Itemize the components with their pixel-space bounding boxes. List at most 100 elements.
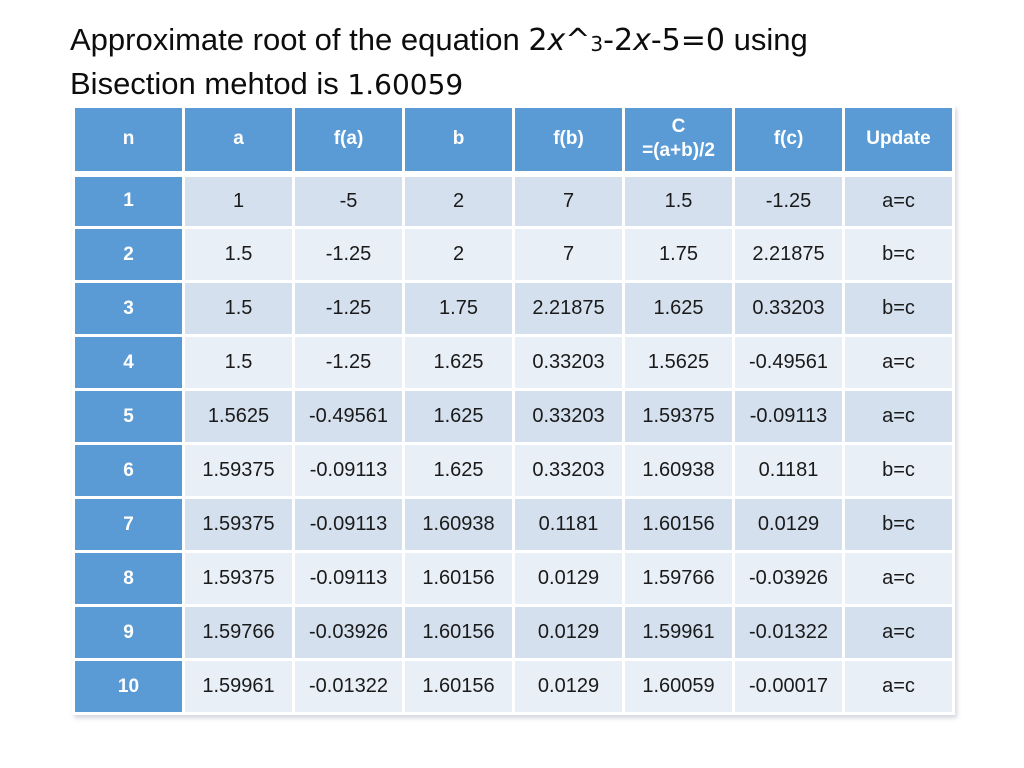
table-cell: 0.33203 — [512, 334, 625, 391]
table-cell: b=c — [842, 226, 955, 283]
table-cell: 1.59375 — [182, 496, 295, 553]
title-text-after-equation: using — [724, 22, 808, 57]
table-cell: 2 — [402, 172, 515, 229]
table-cell: 1.60156 — [622, 496, 735, 553]
table-cell: -1.25 — [292, 334, 405, 391]
row-index-cell: 3 — [72, 280, 185, 337]
table-cell: 0.0129 — [512, 604, 625, 661]
table-cell: 1.59375 — [182, 442, 295, 499]
table-cell: -1.25 — [292, 280, 405, 337]
table-cell: -0.03926 — [292, 604, 405, 661]
column-header-fa: f(a) — [292, 105, 405, 177]
table-cell: 1.60059 — [622, 658, 735, 715]
table-cell: -0.03926 — [732, 550, 845, 607]
table-cell: 1.75 — [622, 226, 735, 283]
table-cell: -0.09113 — [292, 442, 405, 499]
table-cell: 7 — [512, 172, 625, 229]
column-header-update: Update — [842, 105, 955, 177]
table-row: 2 1.5 -1.25 2 7 1.75 2.21875 b=c — [72, 226, 955, 283]
table-cell: a=c — [842, 658, 955, 715]
table-cell: -0.00017 — [732, 658, 845, 715]
table-cell: b=c — [842, 280, 955, 337]
table-cell: 1.59961 — [622, 604, 735, 661]
column-header-fc: f(c) — [732, 105, 845, 177]
table-cell: 1.5 — [182, 334, 295, 391]
bisection-iterations-table: n a f(a) b f(b) C =(a+b)/2 f(c) Update 1… — [72, 105, 955, 715]
equation-tail: -5=0 — [650, 23, 725, 58]
table-cell: 1.5625 — [182, 388, 295, 445]
table-row: 5 1.5625 -0.49561 1.625 0.33203 1.59375 -0.091… — [72, 388, 955, 445]
table-cell: 1.59375 — [622, 388, 735, 445]
table-row: 8 1.59375 -0.09113 1.60156 0.0129 1.59766 -0.0… — [72, 550, 955, 607]
table-cell: 1.59766 — [622, 550, 735, 607]
table-cell: 1.625 — [402, 334, 515, 391]
table-cell: 1.5 — [622, 172, 735, 229]
table-cell: 0.33203 — [732, 280, 845, 337]
row-index-cell: 5 — [72, 388, 185, 445]
table-header-row: n a f(a) b f(b) C =(a+b)/2 f(c) Update — [72, 105, 955, 177]
table-cell: 1.5625 — [622, 334, 735, 391]
table-row: 4 1.5 -1.25 1.625 0.33203 1.5625 -0.49561 a=c — [72, 334, 955, 391]
title-line2-prefix: Bisection mehtod is — [70, 66, 348, 101]
table-cell: -1.25 — [292, 226, 405, 283]
row-index-cell: 7 — [72, 496, 185, 553]
table-cell: 0.33203 — [512, 388, 625, 445]
table-cell: -0.01322 — [292, 658, 405, 715]
table-row: 6 1.59375 -0.09113 1.625 0.33203 1.60938 0.118… — [72, 442, 955, 499]
table-cell: 1.59961 — [182, 658, 295, 715]
table-row: 7 1.59375 -0.09113 1.60938 0.1181 1.60156 0.01… — [72, 496, 955, 553]
equation-caret: ^ — [565, 23, 591, 58]
equation-middle-term: -2 — [603, 23, 634, 58]
table-cell: 1.5 — [182, 226, 295, 283]
table-row: 10 1.59961 -0.01322 1.60156 0.0129 1.60059 -0.… — [72, 658, 955, 715]
row-index-cell: 8 — [72, 550, 185, 607]
column-header-n: n — [72, 105, 185, 177]
table-cell: 1.59375 — [182, 550, 295, 607]
table-cell: 1.5 — [182, 280, 295, 337]
row-index-cell: 1 — [72, 172, 185, 229]
table-cell: -0.09113 — [292, 550, 405, 607]
table-cell: 0.33203 — [512, 442, 625, 499]
column-header-a: a — [182, 105, 295, 177]
table-row: 1 1 -5 2 7 1.5 -1.25 a=c — [72, 172, 955, 229]
equation-variable-1: x — [547, 23, 566, 58]
table-cell: -0.09113 — [732, 388, 845, 445]
table-cell: a=c — [842, 550, 955, 607]
table-row: 3 1.5 -1.25 1.75 2.21875 1.625 0.33203 b=c — [72, 280, 955, 337]
equation-variable-2: x — [633, 23, 651, 58]
table-cell: a=c — [842, 604, 955, 661]
table-cell: 2 — [402, 226, 515, 283]
table-cell: 1.75 — [402, 280, 515, 337]
table-cell: 0.0129 — [512, 550, 625, 607]
equation-coefficient-1: 2 — [528, 23, 548, 58]
table-cell: 1.625 — [622, 280, 735, 337]
table-cell: 0.0129 — [512, 658, 625, 715]
table-cell: -1.25 — [732, 172, 845, 229]
table-cell: a=c — [842, 388, 955, 445]
table-cell: 1.60156 — [402, 658, 515, 715]
row-index-cell: 6 — [72, 442, 185, 499]
row-index-cell: 9 — [72, 604, 185, 661]
column-header-fb: f(b) — [512, 105, 625, 177]
slide-title: Approximate root of the equation 2x^3-2x… — [70, 20, 960, 105]
table-cell: a=c — [842, 172, 955, 229]
table-cell: -0.09113 — [292, 496, 405, 553]
column-header-c-midpoint: C =(a+b)/2 — [622, 105, 735, 177]
table-cell: b=c — [842, 496, 955, 553]
table-cell: 1.60938 — [402, 496, 515, 553]
table-cell: 1.60156 — [402, 604, 515, 661]
table-cell: -0.49561 — [292, 388, 405, 445]
table-cell: 2.21875 — [732, 226, 845, 283]
table-cell: 1.625 — [402, 442, 515, 499]
table-cell: -0.49561 — [732, 334, 845, 391]
table-cell: 1 — [182, 172, 295, 229]
table-row: 9 1.59766 -0.03926 1.60156 0.0129 1.59961 -0.0… — [72, 604, 955, 661]
table-cell: a=c — [842, 334, 955, 391]
equation-exponent: 3 — [590, 32, 604, 56]
row-index-cell: 4 — [72, 334, 185, 391]
table-cell: 1.59766 — [182, 604, 295, 661]
table-cell: 0.1181 — [732, 442, 845, 499]
table-cell: 1.625 — [402, 388, 515, 445]
table-cell: 2.21875 — [512, 280, 625, 337]
